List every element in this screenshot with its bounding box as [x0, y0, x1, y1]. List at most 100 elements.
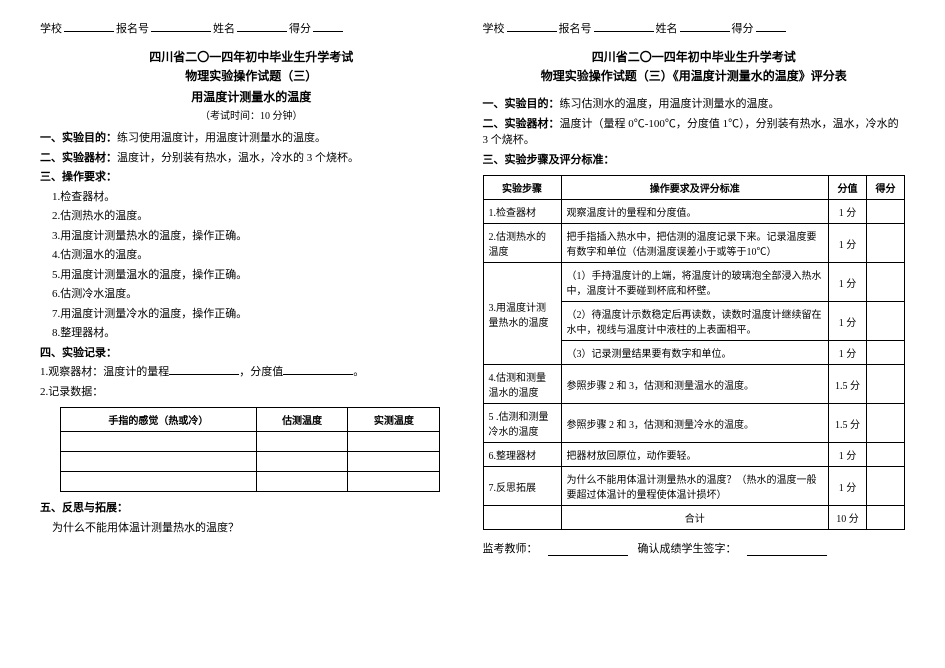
- obs-cell[interactable]: [61, 472, 257, 492]
- r-section-equipment: 二、实验器材：温度计（量程 0℃-100℃，分度值 1℃），分别装有热水，温水，…: [483, 116, 906, 149]
- r-section-2-head: 二、实验器材：: [483, 118, 560, 130]
- table-row: 5 .估测和测量冷水的温度 参照步骤 2 和 3，估测和测量冷水的温度。 1.5…: [483, 404, 905, 443]
- value-cell: 1 分: [829, 341, 867, 365]
- section-2-head: 二、实验器材：: [40, 152, 117, 164]
- obs-cell[interactable]: [256, 432, 348, 452]
- step-cell: 3.用温度计测量热水的温度: [483, 263, 561, 365]
- obs-th-3: 实测温度: [348, 408, 440, 432]
- label-school: 学校: [483, 20, 505, 36]
- blank-regno[interactable]: [151, 20, 211, 32]
- observation-table: 手指的感觉（热或冷） 估测温度 实测温度: [60, 407, 440, 492]
- left-subtitle: （考试时间：10 分钟）: [40, 107, 463, 122]
- blank-name[interactable]: [680, 20, 730, 32]
- section-5-head: 五、反思与拓展：: [40, 502, 128, 514]
- obs-cell[interactable]: [256, 452, 348, 472]
- table-row: 手指的感觉（热或冷） 估测温度 实测温度: [61, 408, 440, 432]
- desc-cell: （3）记录测量结果要有数字和单位。: [561, 341, 829, 365]
- section-4-head: 四、实验记录：: [40, 347, 117, 359]
- examiner-label: 监考教师：: [483, 540, 538, 556]
- desc-cell: 参照步骤 2 和 3，估测和测量冷水的温度。: [561, 404, 829, 443]
- obs-cell[interactable]: [256, 472, 348, 492]
- got-cell[interactable]: [867, 341, 905, 365]
- table-row: 7.反思拓展 为什么不能用体温计测量热水的温度？（热水的温度一般要超过体温计的量…: [483, 467, 905, 506]
- blank-student-sign[interactable]: [747, 540, 827, 556]
- rec1a: 1.观察器材：温度计的量程: [40, 366, 169, 378]
- obs-cell[interactable]: [348, 452, 440, 472]
- value-cell: 1.5 分: [829, 365, 867, 404]
- desc-cell: 参照步骤 2 和 3，估测和测量温水的温度。: [561, 365, 829, 404]
- r-section-purpose: 一、实验目的：练习估测水的温度，用温度计测量水的温度。: [483, 96, 906, 113]
- value-cell: 1 分: [829, 200, 867, 224]
- obs-cell[interactable]: [348, 432, 440, 452]
- label-name: 姓名: [656, 20, 678, 36]
- op-2: 2.估测热水的温度。: [52, 208, 463, 225]
- got-cell[interactable]: [867, 224, 905, 263]
- label-score: 得分: [289, 20, 311, 36]
- section-ops-head: 三、操作要求：: [40, 169, 463, 186]
- left-page: 学校 报名号 姓名 得分 四川省二〇一四年初中毕业生升学考试 物理实验操作试题（…: [40, 20, 463, 648]
- blank-examiner[interactable]: [548, 540, 628, 556]
- label-name: 姓名: [213, 20, 235, 36]
- th-req: 操作要求及评分标准: [561, 176, 829, 200]
- label-score: 得分: [732, 20, 754, 36]
- step-cell: 1.检查器材: [483, 200, 561, 224]
- value-cell: 1 分: [829, 443, 867, 467]
- op-8: 8.整理器材。: [52, 325, 463, 342]
- blank-division[interactable]: [283, 374, 353, 375]
- th-value: 分值: [829, 176, 867, 200]
- blank-school[interactable]: [64, 20, 114, 32]
- op-3: 3.用温度计测量热水的温度，操作正确。: [52, 228, 463, 245]
- section-2-text: 温度计，分别装有热水，温水，冷水的 3 个烧杯。: [117, 152, 359, 164]
- value-cell: 1 分: [829, 224, 867, 263]
- table-row: [61, 432, 440, 452]
- total-got[interactable]: [867, 506, 905, 530]
- op-5: 5.用温度计测量温水的温度，操作正确。: [52, 267, 463, 284]
- label-regno: 报名号: [116, 20, 149, 36]
- r-section-1-head: 一、实验目的：: [483, 98, 560, 110]
- got-cell[interactable]: [867, 404, 905, 443]
- blank-score[interactable]: [756, 20, 786, 32]
- blank-name[interactable]: [237, 20, 287, 32]
- step-cell: 4.估测和测量温水的温度: [483, 365, 561, 404]
- desc-cell: 观察温度计的量程和分度值。: [561, 200, 829, 224]
- got-cell[interactable]: [867, 365, 905, 404]
- left-title-2: 物理实验操作试题（三）: [40, 67, 463, 84]
- obs-cell[interactable]: [348, 472, 440, 492]
- record-line-1: 1.观察器材：温度计的量程，分度值。: [40, 364, 463, 381]
- reflection-question: 为什么不能用体温计测量热水的温度？: [52, 520, 463, 537]
- right-title-2: 物理实验操作试题（三）《用温度计测量水的温度》评分表: [483, 67, 906, 84]
- op-7: 7.用温度计测量冷水的温度，操作正确。: [52, 306, 463, 323]
- rec1b: ，分度值: [239, 366, 283, 378]
- step-cell: 6.整理器材: [483, 443, 561, 467]
- got-cell[interactable]: [867, 302, 905, 341]
- record-line-2: 2.记录数据：: [40, 384, 463, 401]
- blank-score[interactable]: [313, 20, 343, 32]
- right-title-1: 四川省二〇一四年初中毕业生升学考试: [483, 48, 906, 65]
- total-value: 10 分: [829, 506, 867, 530]
- table-row: 6.整理器材 把器材放回原位，动作要轻。 1 分: [483, 443, 905, 467]
- th-got: 得分: [867, 176, 905, 200]
- got-cell[interactable]: [867, 467, 905, 506]
- desc-cell: 把手指插入热水中，把估测的温度记录下来。记录温度要有数字和单位（估测温度误差小于…: [561, 224, 829, 263]
- r-section-3-head: 三、实验步骤及评分标准：: [483, 154, 615, 166]
- got-cell[interactable]: [867, 443, 905, 467]
- step-cell: 2.估测热水的温度: [483, 224, 561, 263]
- section-record-head: 四、实验记录：: [40, 345, 463, 362]
- blank-regno[interactable]: [594, 20, 654, 32]
- desc-cell: 为什么不能用体温计测量热水的温度？（热水的温度一般要超过体温计的量程使体温计损坏…: [561, 467, 829, 506]
- got-cell[interactable]: [867, 200, 905, 224]
- got-cell[interactable]: [867, 263, 905, 302]
- section-1-head: 一、实验目的：: [40, 132, 117, 144]
- blank-range[interactable]: [169, 374, 239, 375]
- right-page: 学校 报名号 姓名 得分 四川省二〇一四年初中毕业生升学考试 物理实验操作试题（…: [483, 20, 906, 648]
- obs-cell[interactable]: [61, 452, 257, 472]
- section-1-text: 练习使用温度计，用温度计测量水的温度。: [117, 132, 326, 144]
- total-label: 合计: [561, 506, 829, 530]
- th-step: 实验步骤: [483, 176, 561, 200]
- table-row: 3.用温度计测量热水的温度 （1）手持温度计的上端，将温度计的玻璃泡全部浸入热水…: [483, 263, 905, 302]
- blank-school[interactable]: [507, 20, 557, 32]
- right-title-block: 四川省二〇一四年初中毕业生升学考试 物理实验操作试题（三）《用温度计测量水的温度…: [483, 48, 906, 88]
- obs-cell[interactable]: [61, 432, 257, 452]
- value-cell: 1 分: [829, 302, 867, 341]
- label-regno: 报名号: [559, 20, 592, 36]
